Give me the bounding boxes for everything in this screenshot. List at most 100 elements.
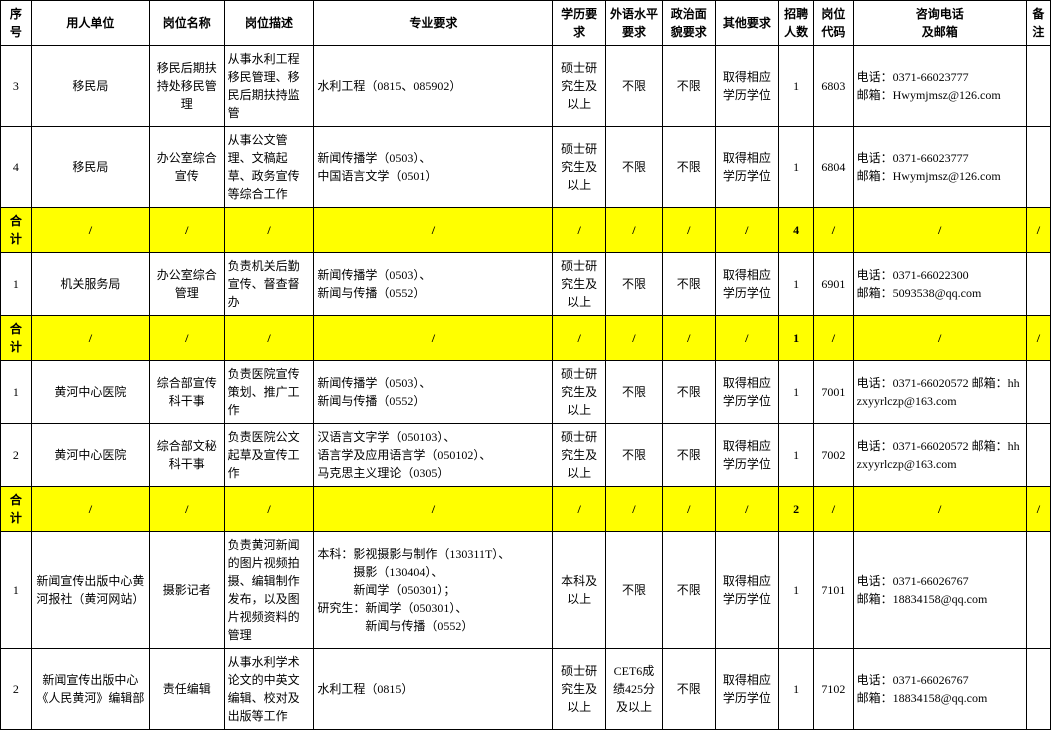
subtotal-label: 合计	[1, 208, 32, 253]
subtotal-cell: /	[662, 487, 715, 532]
cell-desc: 负责医院公文起草及宣传工作	[224, 424, 314, 487]
cell-note	[1026, 46, 1050, 127]
cell-code: 7002	[814, 424, 853, 487]
table-row: 1机关服务局办公室综合管理负责机关后勤宣传、督查督办新闻传播学（0503）、新闻…	[1, 253, 1051, 316]
subtotal-cell: /	[605, 487, 662, 532]
cell-job: 移民后期扶持处移民管理	[150, 46, 225, 127]
subtotal-cell: /	[31, 487, 149, 532]
table-row: 1黄河中心医院综合部宣传科干事负责医院宣传策划、推广工作新闻传播学（0503）、…	[1, 361, 1051, 424]
cell-edu: 本科及以上	[553, 532, 606, 649]
subtotal-label: 合计	[1, 487, 32, 532]
cell-num: 1	[779, 46, 814, 127]
cell-note	[1026, 361, 1050, 424]
subtotal-cell: /	[150, 487, 225, 532]
cell-lang: 不限	[605, 253, 662, 316]
subtotal-cell: /	[224, 316, 314, 361]
subtotal-cell: /	[853, 316, 1026, 361]
subtotal-cell: /	[715, 487, 779, 532]
cell-major: 新闻传播学（0503）、中国语言文学（0501）	[314, 127, 553, 208]
subtotal-cell: /	[1026, 487, 1050, 532]
cell-num: 1	[779, 127, 814, 208]
cell-major: 水利工程（0815、085902）	[314, 46, 553, 127]
col-header-12: 备注	[1026, 1, 1050, 46]
cell-num: 1	[779, 649, 814, 730]
subtotal-count: 1	[779, 316, 814, 361]
cell-lang: 不限	[605, 361, 662, 424]
cell-note	[1026, 253, 1050, 316]
recruitment-table: 序号用人单位岗位名称岗位描述专业要求学历要求外语水平要求政治面貌要求其他要求招聘…	[0, 0, 1051, 730]
cell-code: 6901	[814, 253, 853, 316]
table-body: 3移民局移民后期扶持处移民管理从事水利工程移民管理、移民后期扶持监管水利工程（0…	[1, 46, 1051, 730]
cell-major: 新闻传播学（0503）、新闻与传播（0552）	[314, 253, 553, 316]
cell-code: 7101	[814, 532, 853, 649]
subtotal-count: 4	[779, 208, 814, 253]
col-header-11: 咨询电话及邮箱	[853, 1, 1026, 46]
col-header-7: 政治面貌要求	[662, 1, 715, 46]
subtotal-count: 2	[779, 487, 814, 532]
subtotal-cell: /	[150, 208, 225, 253]
cell-pol: 不限	[662, 127, 715, 208]
cell-note	[1026, 532, 1050, 649]
cell-contact: 电话：0371-66020572 邮箱：hhzxyyrlczp@163.com	[853, 424, 1026, 487]
subtotal-cell: /	[314, 208, 553, 253]
cell-seq: 1	[1, 532, 32, 649]
cell-num: 1	[779, 361, 814, 424]
cell-job: 办公室综合宣传	[150, 127, 225, 208]
subtotal-cell: /	[224, 487, 314, 532]
col-header-3: 岗位描述	[224, 1, 314, 46]
cell-pol: 不限	[662, 424, 715, 487]
subtotal-label: 合计	[1, 316, 32, 361]
cell-pol: 不限	[662, 361, 715, 424]
cell-lang: 不限	[605, 424, 662, 487]
cell-contact: 电话：0371-66022300邮箱：5093538@qq.com	[853, 253, 1026, 316]
subtotal-cell: /	[814, 487, 853, 532]
cell-desc: 负责机关后勤宣传、督查督办	[224, 253, 314, 316]
cell-major: 水利工程（0815）	[314, 649, 553, 730]
subtotal-cell: /	[814, 208, 853, 253]
subtotal-cell: /	[31, 316, 149, 361]
cell-edu: 硕士研究生及以上	[553, 424, 606, 487]
table-row: 2黄河中心医院综合部文秘科干事负责医院公文起草及宣传工作汉语言文字学（05010…	[1, 424, 1051, 487]
cell-desc: 负责黄河新闻的图片视频拍摄、编辑制作发布，以及图片视频资料的管理	[224, 532, 314, 649]
cell-seq: 2	[1, 649, 32, 730]
cell-edu: 硕士研究生及以上	[553, 46, 606, 127]
col-header-1: 用人单位	[31, 1, 149, 46]
cell-note	[1026, 424, 1050, 487]
cell-job: 综合部宣传科干事	[150, 361, 225, 424]
table-row: 1新闻宣传出版中心黄河报社（黄河网站）摄影记者负责黄河新闻的图片视频拍摄、编辑制…	[1, 532, 1051, 649]
cell-lang: CET6成绩425分及以上	[605, 649, 662, 730]
cell-seq: 4	[1, 127, 32, 208]
cell-other: 取得相应学历学位	[715, 424, 779, 487]
subtotal-cell: /	[853, 487, 1026, 532]
col-header-5: 学历要求	[553, 1, 606, 46]
subtotal-row: 合计////////1///	[1, 316, 1051, 361]
cell-contact: 电话：0371-66026767邮箱：18834158@qq.com	[853, 649, 1026, 730]
cell-other: 取得相应学历学位	[715, 253, 779, 316]
subtotal-cell: /	[150, 316, 225, 361]
cell-major: 本科：影视摄影与制作（130311T）、 摄影（130404）、 新闻学（050…	[314, 532, 553, 649]
table-row: 4移民局办公室综合宣传从事公文管理、文稿起草、政务宣传等综合工作新闻传播学（05…	[1, 127, 1051, 208]
cell-seq: 3	[1, 46, 32, 127]
cell-edu: 硕士研究生及以上	[553, 127, 606, 208]
cell-other: 取得相应学历学位	[715, 532, 779, 649]
cell-contact: 电话：0371-66023777邮箱：Hwymjmsz@126.com	[853, 46, 1026, 127]
subtotal-row: 合计////////4///	[1, 208, 1051, 253]
cell-num: 1	[779, 424, 814, 487]
cell-pol: 不限	[662, 253, 715, 316]
col-header-8: 其他要求	[715, 1, 779, 46]
subtotal-cell: /	[314, 316, 553, 361]
cell-major: 新闻传播学（0503）、新闻与传播（0552）	[314, 361, 553, 424]
cell-edu: 硕士研究生及以上	[553, 253, 606, 316]
cell-job: 综合部文秘科干事	[150, 424, 225, 487]
table-row: 3移民局移民后期扶持处移民管理从事水利工程移民管理、移民后期扶持监管水利工程（0…	[1, 46, 1051, 127]
cell-org: 移民局	[31, 127, 149, 208]
cell-pol: 不限	[662, 532, 715, 649]
subtotal-cell: /	[662, 208, 715, 253]
cell-job: 办公室综合管理	[150, 253, 225, 316]
cell-other: 取得相应学历学位	[715, 649, 779, 730]
cell-code: 7102	[814, 649, 853, 730]
col-header-4: 专业要求	[314, 1, 553, 46]
cell-other: 取得相应学历学位	[715, 127, 779, 208]
cell-desc: 从事水利学术论文的中英文编辑、校对及出版等工作	[224, 649, 314, 730]
col-header-10: 岗位代码	[814, 1, 853, 46]
